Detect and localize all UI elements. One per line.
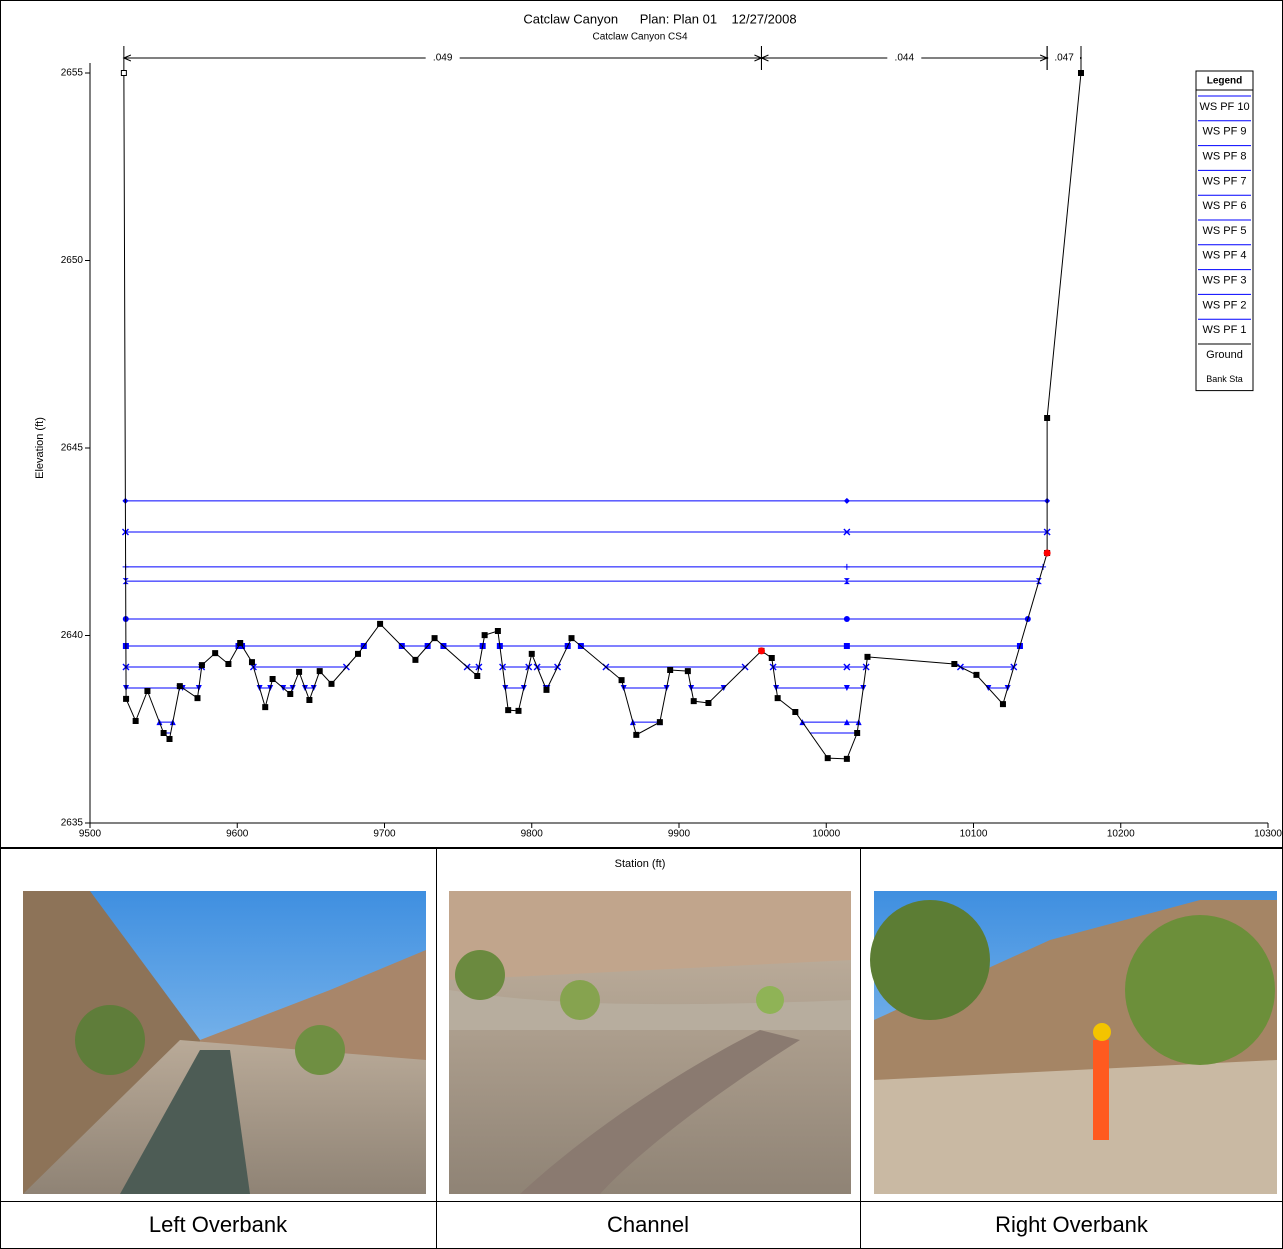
y-tick-label: 2650 bbox=[61, 255, 84, 266]
ground-point bbox=[263, 705, 268, 710]
y-axis-label: Elevation (ft) bbox=[34, 417, 46, 479]
ground-point bbox=[249, 660, 254, 665]
x-tick-label: 10200 bbox=[1107, 829, 1135, 840]
x-axis-label: Station (ft) bbox=[615, 858, 666, 870]
legend-label: WS PF 8 bbox=[1202, 151, 1246, 163]
ground-point bbox=[317, 669, 322, 674]
ground-point bbox=[952, 662, 957, 667]
x-tick-label: 10100 bbox=[960, 829, 988, 840]
ground-point bbox=[1000, 702, 1005, 707]
ground-point bbox=[506, 708, 511, 713]
ground-point bbox=[121, 71, 126, 76]
water-surface-marker bbox=[844, 616, 850, 622]
legend-title: Legend bbox=[1207, 76, 1243, 87]
x-tick-label: 10000 bbox=[812, 829, 840, 840]
ground-point bbox=[775, 696, 780, 701]
chart-frame bbox=[1, 1, 1283, 848]
photo-left bbox=[23, 891, 426, 1194]
legend-label: WS PF 4 bbox=[1202, 250, 1246, 262]
ground-point bbox=[825, 756, 830, 761]
ground-point bbox=[529, 651, 534, 656]
x-tick-label: 9600 bbox=[226, 829, 249, 840]
ground-point bbox=[145, 689, 150, 694]
ground-point bbox=[544, 687, 549, 692]
ground-point bbox=[569, 636, 574, 641]
ground-point bbox=[855, 731, 860, 736]
x-tick-label: 10300 bbox=[1254, 829, 1282, 840]
y-tick-label: 2635 bbox=[61, 818, 84, 829]
n-zone-label: .049 bbox=[433, 53, 453, 64]
ground-point bbox=[432, 636, 437, 641]
ground-point bbox=[133, 719, 138, 724]
n-zone-label: .044 bbox=[895, 53, 915, 64]
ground-point bbox=[161, 731, 166, 736]
bank-station bbox=[1044, 550, 1051, 557]
legend-label: WS PF 1 bbox=[1202, 324, 1246, 336]
ground-point bbox=[213, 651, 218, 656]
ground-point bbox=[238, 641, 243, 646]
y-tick-label: 2645 bbox=[61, 443, 84, 454]
ground-point bbox=[297, 669, 302, 674]
x-tick-label: 9900 bbox=[668, 829, 691, 840]
legend-label: WS PF 7 bbox=[1202, 175, 1246, 187]
ground-point bbox=[619, 678, 624, 683]
ground-point bbox=[516, 708, 521, 713]
ground-point bbox=[199, 663, 204, 668]
ground-point bbox=[288, 692, 293, 697]
ground-point bbox=[844, 756, 849, 761]
ground-point bbox=[167, 737, 172, 742]
chart-subtitle: Catclaw Canyon CS4 bbox=[592, 32, 687, 43]
legend-label: WS PF 6 bbox=[1202, 200, 1246, 212]
ground-point bbox=[355, 651, 360, 656]
legend-label: WS PF 10 bbox=[1199, 101, 1249, 113]
ground-point bbox=[270, 677, 275, 682]
y-tick-label: 2655 bbox=[61, 68, 84, 79]
x-tick-label: 9500 bbox=[79, 829, 102, 840]
photo-right bbox=[870, 891, 1277, 1194]
photo-caption: Left Overbank bbox=[149, 1212, 288, 1237]
ground-point bbox=[668, 668, 673, 673]
photo-caption: Right Overbank bbox=[995, 1212, 1149, 1237]
page: Catclaw Canyon Plan: Plan 01 12/27/2008 … bbox=[0, 0, 1283, 1249]
x-tick-label: 9700 bbox=[373, 829, 396, 840]
n-zone-label: .047 bbox=[1054, 53, 1074, 64]
legend-label: Bank Sta bbox=[1206, 374, 1243, 384]
ground-point bbox=[685, 669, 690, 674]
photo-channel bbox=[449, 891, 851, 1194]
legend-label: WS PF 9 bbox=[1202, 126, 1246, 138]
ground-point bbox=[329, 681, 334, 686]
ground-point bbox=[124, 696, 129, 701]
ground-point bbox=[413, 657, 418, 662]
ground-point bbox=[475, 674, 480, 679]
legend-label: WS PF 2 bbox=[1202, 299, 1246, 311]
photo-caption: Channel bbox=[607, 1212, 689, 1237]
ground-point bbox=[769, 656, 774, 661]
bank-station bbox=[758, 647, 765, 654]
ground-point bbox=[1078, 71, 1083, 76]
legend-label: WS PF 5 bbox=[1202, 225, 1246, 237]
legend-label: Ground bbox=[1206, 349, 1243, 361]
y-tick-label: 2640 bbox=[61, 630, 84, 641]
ground-point bbox=[865, 654, 870, 659]
ground-point bbox=[634, 732, 639, 737]
chart-title: Catclaw Canyon Plan: Plan 01 12/27/2008 bbox=[523, 11, 796, 26]
ground-point bbox=[1045, 416, 1050, 421]
ground-point bbox=[482, 633, 487, 638]
ground-point bbox=[657, 720, 662, 725]
ground-point bbox=[195, 696, 200, 701]
ground-point bbox=[495, 629, 500, 634]
ground-point bbox=[307, 698, 312, 703]
ground-point bbox=[974, 672, 979, 677]
ground-point bbox=[226, 662, 231, 667]
ground-point bbox=[691, 699, 696, 704]
chart: Catclaw Canyon Plan: Plan 01 12/27/2008 … bbox=[0, 0, 1283, 1249]
ground-point bbox=[177, 684, 182, 689]
ground-point bbox=[793, 710, 798, 715]
legend-label: WS PF 3 bbox=[1202, 275, 1246, 287]
ground-point bbox=[378, 621, 383, 626]
water-surface-marker bbox=[844, 643, 850, 649]
ground-point bbox=[706, 701, 711, 706]
x-tick-label: 9800 bbox=[521, 829, 544, 840]
